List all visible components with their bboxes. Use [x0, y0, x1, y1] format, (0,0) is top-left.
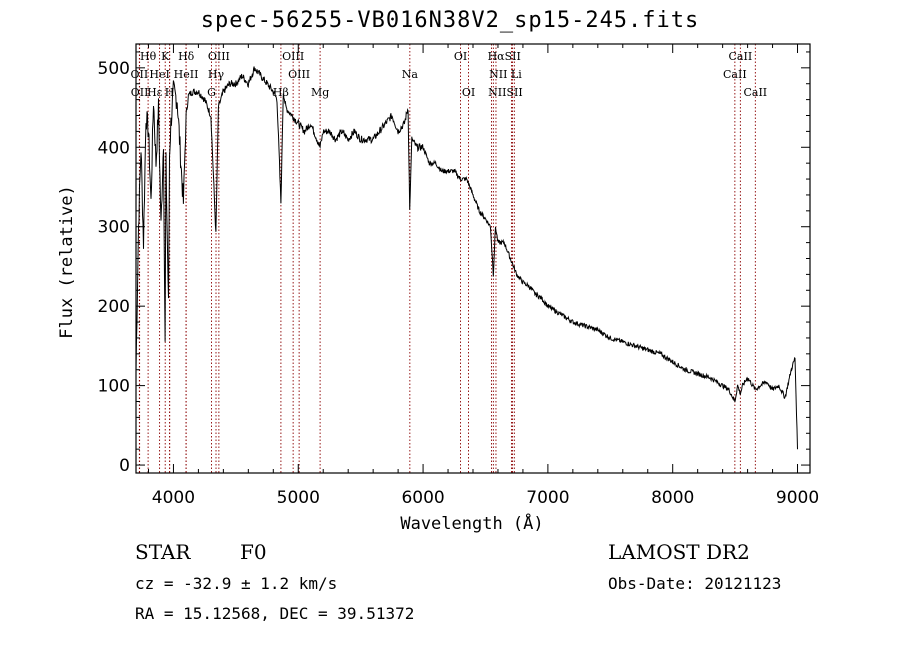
y-tick-label: 0: [119, 456, 130, 476]
y-axis-label: Flux (relative): [57, 185, 77, 339]
line-label: CaII: [723, 68, 747, 81]
x-tick-label: 5000: [277, 488, 320, 508]
line-label: HeI: [149, 68, 169, 81]
line-label: OII: [131, 86, 149, 99]
line-label: Hθ: [140, 50, 157, 63]
y-tick-label: 300: [98, 218, 130, 238]
line-label: Hε: [147, 86, 163, 99]
survey-name: LAMOST DR2: [608, 540, 750, 564]
line-label: Hβ: [273, 86, 289, 99]
line-label: CaII: [729, 50, 753, 63]
obs-date-text: Obs-Date: 20121123: [608, 574, 782, 593]
ticks: 4000 5000 6000 7000 8000 9000 0 100 200 300 400 500: [98, 44, 819, 508]
chart-title: spec-56255-VB016N38V2_sp15-245.fits: [200, 8, 700, 33]
line-label: OIII: [208, 50, 230, 63]
line-label: CaII: [743, 86, 767, 99]
line-label: OI: [462, 86, 475, 99]
line-label: H: [165, 86, 175, 99]
line-label: Hδ: [178, 50, 195, 63]
line-label: G: [207, 86, 216, 99]
x-tick-label: 8000: [651, 488, 694, 508]
coordinates-text: RA = 15.12568, DEC = 39.51372: [135, 604, 415, 623]
line-label: OI: [454, 50, 467, 63]
axes: [135, 43, 811, 474]
spectral-subclass: F0: [240, 540, 267, 564]
line-label: K: [161, 50, 170, 63]
line-label: NIISII: [488, 86, 523, 99]
y-tick-label: 500: [98, 59, 130, 79]
y-tick-label: 100: [98, 377, 130, 397]
y-tick-label: 400: [98, 138, 130, 158]
plot-frame: [135, 43, 811, 474]
x-tick-label: 9000: [776, 488, 819, 508]
line-markers: [138, 44, 756, 473]
spectrum-series: [135, 66, 798, 450]
line-labels: Hθ K Hδ OIII OIII OI HαSII CaII OII HeI HeII Hγ OIII…: [131, 50, 768, 99]
line-label: HαSII: [488, 50, 521, 63]
line-label: OII: [131, 68, 149, 81]
spectrum-line: [135, 66, 798, 450]
line-label: Mg: [311, 86, 329, 99]
line-label: Hγ: [208, 68, 225, 81]
x-tick-label: 7000: [526, 488, 569, 508]
object-class: STAR: [135, 540, 191, 564]
x-tick-label: 6000: [401, 488, 444, 508]
redshift-text: cz = -32.9 ± 1.2 km/s: [135, 574, 338, 593]
line-label: NII Li: [489, 68, 522, 81]
line-label: HeII: [174, 68, 199, 81]
line-label: Na: [402, 68, 419, 81]
x-axis-label: Wavelength (Å): [400, 512, 543, 534]
x-tick-label: 4000: [152, 488, 195, 508]
line-label: OIII: [282, 50, 304, 63]
y-tick-label: 200: [98, 297, 130, 317]
line-label: OIII: [288, 68, 310, 81]
